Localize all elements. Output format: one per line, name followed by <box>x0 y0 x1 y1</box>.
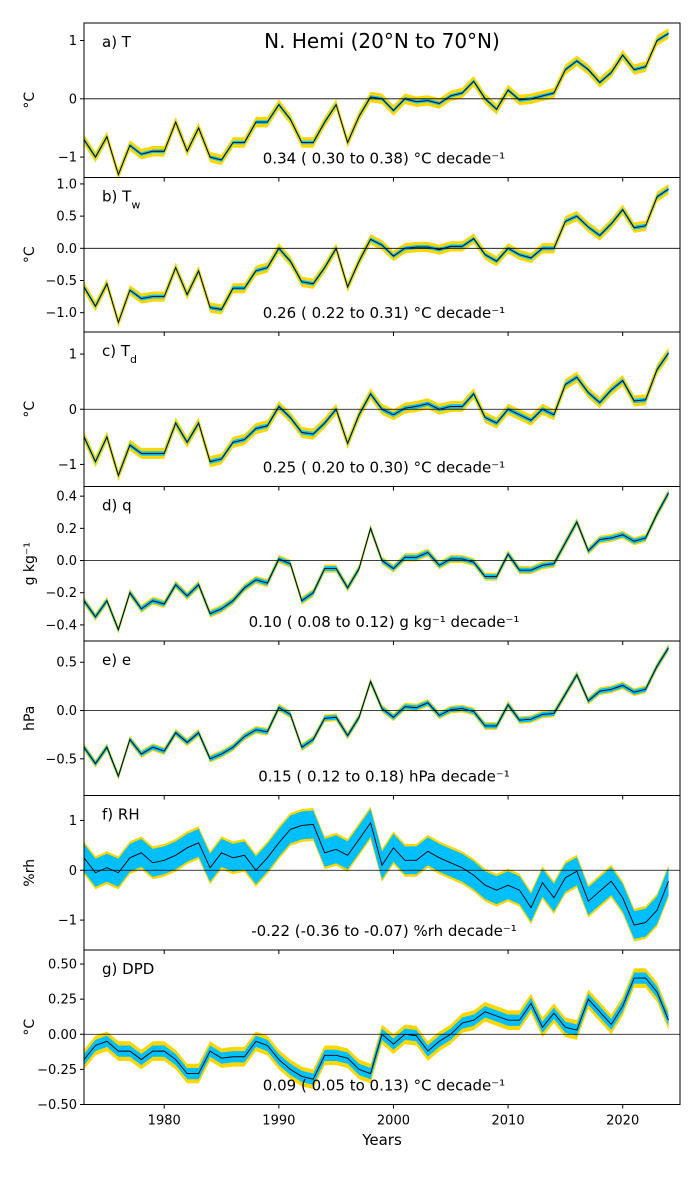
trend-annotation: 0.25 ( 0.20 to 0.30) °C decade⁻¹ <box>263 459 505 477</box>
y-axis-label: °C <box>22 401 38 418</box>
panel-label: f) RH <box>102 806 140 824</box>
anomaly-line <box>84 821 669 926</box>
outer-uncertainty-band <box>84 488 669 634</box>
panel-plot-area <box>84 643 680 781</box>
x-tick-label: 2000 <box>377 1114 410 1129</box>
y-tick-label: −1 <box>58 458 77 473</box>
x-tick-label: 1990 <box>262 1114 295 1129</box>
x-tick-label: 1980 <box>148 1114 181 1129</box>
panel-label: c) Td <box>102 342 137 366</box>
trend-annotation: 0.34 ( 0.30 to 0.38) °C decade⁻¹ <box>263 150 505 168</box>
panel-plot-area <box>84 488 680 634</box>
anomaly-line <box>84 647 669 778</box>
y-axis-label: °C <box>22 246 38 263</box>
inner-uncertainty-band <box>84 490 669 633</box>
x-axis-label: Years <box>361 1131 402 1149</box>
panel-label: g) DPD <box>102 960 154 978</box>
panel-4: −0.4 −0.2 0.0 0.2 0.4 d) q g kg⁻¹ 0.10 ( 0.08 t… <box>22 486 681 645</box>
y-tick-label: −0.5 <box>45 274 77 289</box>
panel-1: −1 0 1 a) T °C 0.34 ( 0.30 to 0.38) °C decade… <box>22 22 681 182</box>
y-tick-label: −1.0 <box>45 306 77 321</box>
panel-label-subscript: d <box>130 353 137 366</box>
y-tick-label: 0.4 <box>56 490 77 505</box>
inner-uncertainty-band <box>84 808 669 940</box>
trend-annotation: 0.15 ( 0.12 to 0.18) hPa decade⁻¹ <box>258 768 510 786</box>
chart-title: N. Hemi (20°N to 70°N) <box>264 29 500 53</box>
y-tick-label: −0.50 <box>37 1098 77 1113</box>
trend-annotation: -0.22 (-0.36 to -0.07) %rh decade⁻¹ <box>251 922 517 940</box>
y-tick-label: 0.50 <box>48 958 77 973</box>
y-tick-label: 0.0 <box>56 242 77 257</box>
y-tick-label: −0.2 <box>45 586 77 601</box>
trend-annotation: 0.09 ( 0.05 to 0.13) °C decade⁻¹ <box>263 1077 505 1095</box>
y-tick-label: −0.5 <box>45 752 77 767</box>
anomaly-line <box>84 188 669 324</box>
trend-annotation: 0.10 ( 0.08 to 0.12) g kg⁻¹ decade⁻¹ <box>249 613 520 631</box>
panel-7: −0.50 −0.25 0.00 0.25 0.50 g) DPD °C 0.09 ( 0.0… <box>22 949 681 1129</box>
y-tick-label: 0.25 <box>48 993 77 1008</box>
y-tick-label: 0 <box>69 92 77 107</box>
y-tick-label: 0.5 <box>56 656 77 671</box>
panel-label: a) T <box>102 33 132 51</box>
y-tick-label: 0.00 <box>48 1028 77 1043</box>
panel-5: −0.5 0.0 0.5 e) e hPa 0.15 ( 0.12 to 0.18) hP… <box>22 640 681 800</box>
outer-uncertainty-band <box>84 968 669 1090</box>
outer-uncertainty-band <box>84 183 669 328</box>
y-tick-label: 0 <box>69 864 77 879</box>
anomaly-line <box>84 352 669 477</box>
y-tick-label: 1.0 <box>56 177 77 192</box>
y-axis-label: °C <box>22 92 38 109</box>
panel-plot-area <box>84 28 680 178</box>
panel-3: −1 0 1 c) Td °C 0.25 ( 0.20 to 0.30) °C decad… <box>22 331 681 491</box>
panel-label-subscript: w <box>131 198 140 211</box>
chart-panels: −1 0 1 a) T °C 0.34 ( 0.30 to 0.38) °C decade… <box>22 22 681 1129</box>
y-axis-label: %rh <box>22 859 38 887</box>
panel-frame <box>83 949 681 1105</box>
y-tick-label: −1 <box>58 151 77 166</box>
y-tick-label: 0.0 <box>56 554 77 569</box>
panel-6: −1 0 1 f) RH %rh -0.22 (-0.36 to -0.07) %rh d… <box>22 795 681 954</box>
y-tick-label: 1 <box>69 34 77 49</box>
anomaly-line <box>84 33 669 176</box>
y-tick-label: 0 <box>69 403 77 418</box>
y-tick-label: −1 <box>58 914 77 929</box>
y-tick-label: −0.25 <box>37 1063 77 1078</box>
y-tick-label: 0.0 <box>56 704 77 719</box>
y-tick-label: 1 <box>69 814 77 829</box>
x-tick-label: 2010 <box>492 1114 525 1129</box>
y-axis-label: °C <box>22 1019 38 1036</box>
panel-2: −1.0 −0.5 0.0 0.5 1.0 b) Tw °C 0.26 ( 0.22 to 0… <box>22 177 681 336</box>
panel-label: d) q <box>102 497 132 515</box>
y-axis-label: hPa <box>22 706 38 731</box>
outer-uncertainty-band <box>84 643 669 781</box>
x-tick-label: 2020 <box>606 1114 639 1129</box>
trend-annotation: 0.26 ( 0.22 to 0.31) °C decade⁻¹ <box>263 304 505 322</box>
panel-plot-area <box>84 183 680 328</box>
panel-plot-area <box>84 968 680 1090</box>
anomaly-line <box>84 977 669 1080</box>
outer-uncertainty-band <box>84 28 669 178</box>
y-axis-label: g kg⁻¹ <box>22 542 38 585</box>
panel-label: e) e <box>102 651 131 669</box>
panel-plot-area <box>84 806 680 942</box>
anomaly-line <box>84 492 669 632</box>
panel-label: b) Tw <box>102 188 140 212</box>
inner-uncertainty-band <box>84 645 669 779</box>
panel-plot-area <box>84 347 680 481</box>
y-tick-label: 1 <box>69 348 77 363</box>
y-tick-label: −0.4 <box>45 618 77 633</box>
y-tick-label: 0.5 <box>56 210 77 225</box>
y-tick-label: 0.2 <box>56 522 77 537</box>
